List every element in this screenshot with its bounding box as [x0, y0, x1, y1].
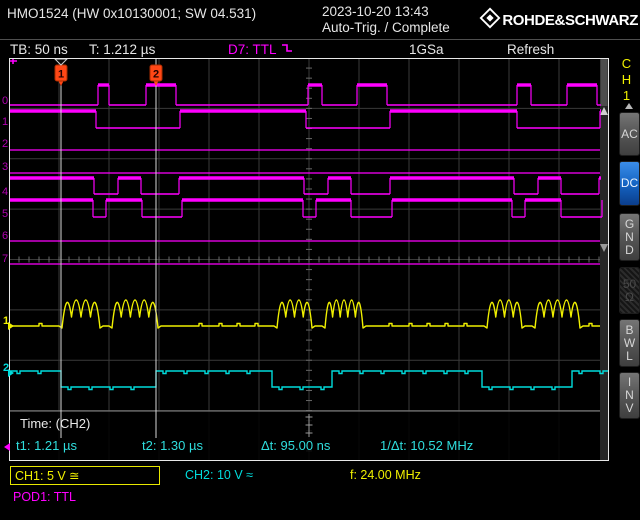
timebase-readout: TB: 50 ns — [10, 42, 68, 57]
sidebar-button-label: AC — [621, 126, 638, 141]
ch1-marker-arrow-icon — [8, 322, 14, 330]
scrollbar-track[interactable] — [600, 58, 608, 461]
digital-channel-label-7[interactable]: 7 — [2, 253, 9, 265]
cursor-delta-t-readout: Δt: 95.00 ns — [261, 438, 331, 453]
brand-name: ROHDE&SCHWARZ — [502, 12, 638, 29]
ch2-position-marker[interactable]: 2 — [3, 362, 10, 374]
sidebar-button-label: V — [625, 401, 634, 415]
sidebar-button-label: 50 — [622, 276, 637, 291]
pod1-readout[interactable]: POD1: TTL — [13, 490, 76, 504]
sample-rate-readout: 1GSa — [409, 42, 444, 57]
sidebar-button-label: DC — [620, 176, 639, 190]
sidebar-button-label: L — [626, 348, 633, 363]
acquisition-mode-readout: Refresh — [507, 42, 555, 57]
ch1-position-marker[interactable]: 1 — [3, 315, 10, 327]
sidebar-button-label: D — [625, 242, 634, 257]
digital-channel-label-0[interactable]: 0 — [2, 95, 9, 107]
cursor-t2-readout: t2: 1.30 µs — [142, 438, 203, 453]
scroll-up-icon[interactable] — [625, 103, 633, 109]
cursor-flag-label-2: 2 — [153, 69, 159, 81]
ch1-scale-readout: CH1: 5 V ≅ — [15, 469, 80, 483]
sidebar-button-label: N — [625, 388, 634, 402]
trace-ch1 — [10, 299, 600, 329]
rohde-schwarz-logo: ROHDE&SCHWARZ — [479, 7, 638, 34]
rohde-schwarz-logo-icon — [479, 7, 501, 34]
sidebar-button-50ohm: 50 Ω — [619, 267, 640, 314]
digital-channel-label-6[interactable]: 6 — [2, 230, 9, 242]
sidebar-channel-label: CH1 — [619, 56, 634, 104]
digital-channel-label-3[interactable]: 3 — [2, 161, 9, 173]
status-bar: TB: 50 ns T: 1.212 µs D7: TTL 1GSa Refre… — [0, 39, 640, 58]
scrollbar-marker-up-icon — [600, 107, 608, 115]
ch2-scale-readout[interactable]: CH2: 10 V ≈ — [185, 468, 253, 482]
trigger-status: Auto-Trig. / Complete — [322, 20, 450, 35]
trigger-source-readout: D7: TTL — [228, 42, 293, 57]
device-title: HMO1524 (HW 0x10130001; SW 04.531) — [7, 6, 257, 21]
datetime: 2023-10-20 13:43 — [322, 4, 429, 19]
sidebar-button-label: B — [625, 322, 634, 337]
sidebar-button-label: Ω — [625, 289, 634, 304]
cursor-t1-readout: t1: 1.21 µs — [16, 438, 77, 453]
digital-channel-label-5[interactable]: 5 — [2, 208, 9, 220]
graticule-border — [9, 58, 609, 461]
trigger-time-readout: T: 1.212 µs — [89, 42, 156, 57]
digital-channel-label-4[interactable]: 4 — [2, 186, 9, 198]
trigger-source-label: D7: TTL — [228, 42, 277, 57]
ch2-marker-arrow-icon — [8, 369, 14, 377]
sidebar-button-label: G — [624, 216, 635, 231]
sidebar-button-dc[interactable]: DC — [619, 161, 640, 206]
sidebar-button-ac[interactable]: AC — [619, 112, 640, 156]
ch1-scale-box[interactable]: CH1: 5 V ≅ — [10, 466, 160, 485]
scrollbar-thumb[interactable] — [600, 58, 608, 106]
trigger-position-marker-icon[interactable] — [53, 58, 69, 66]
frequency-readout: f: 24.00 MHz — [350, 468, 421, 482]
sidebar-button-label: N — [625, 229, 634, 244]
cursor-flag-2[interactable] — [149, 64, 163, 82]
falling-edge-icon — [281, 42, 293, 57]
trace-ch2 — [10, 370, 609, 391]
scrollbar-marker-down-icon — [600, 244, 608, 252]
digital-channel-label-1[interactable]: 1 — [2, 116, 9, 128]
measurement-title: Time: (CH2) — [20, 416, 91, 431]
cursor-inverse-delta-t-readout: 1/Δt: 10.52 MHz — [380, 438, 474, 453]
pod-trigger-marker-icon — [4, 443, 10, 451]
digital-channel-label-2[interactable]: 2 — [2, 138, 9, 150]
sidebar-button-label: I — [627, 375, 632, 389]
cursor-flag-label-1: 1 — [58, 69, 64, 81]
sidebar-button-label: W — [623, 335, 636, 350]
